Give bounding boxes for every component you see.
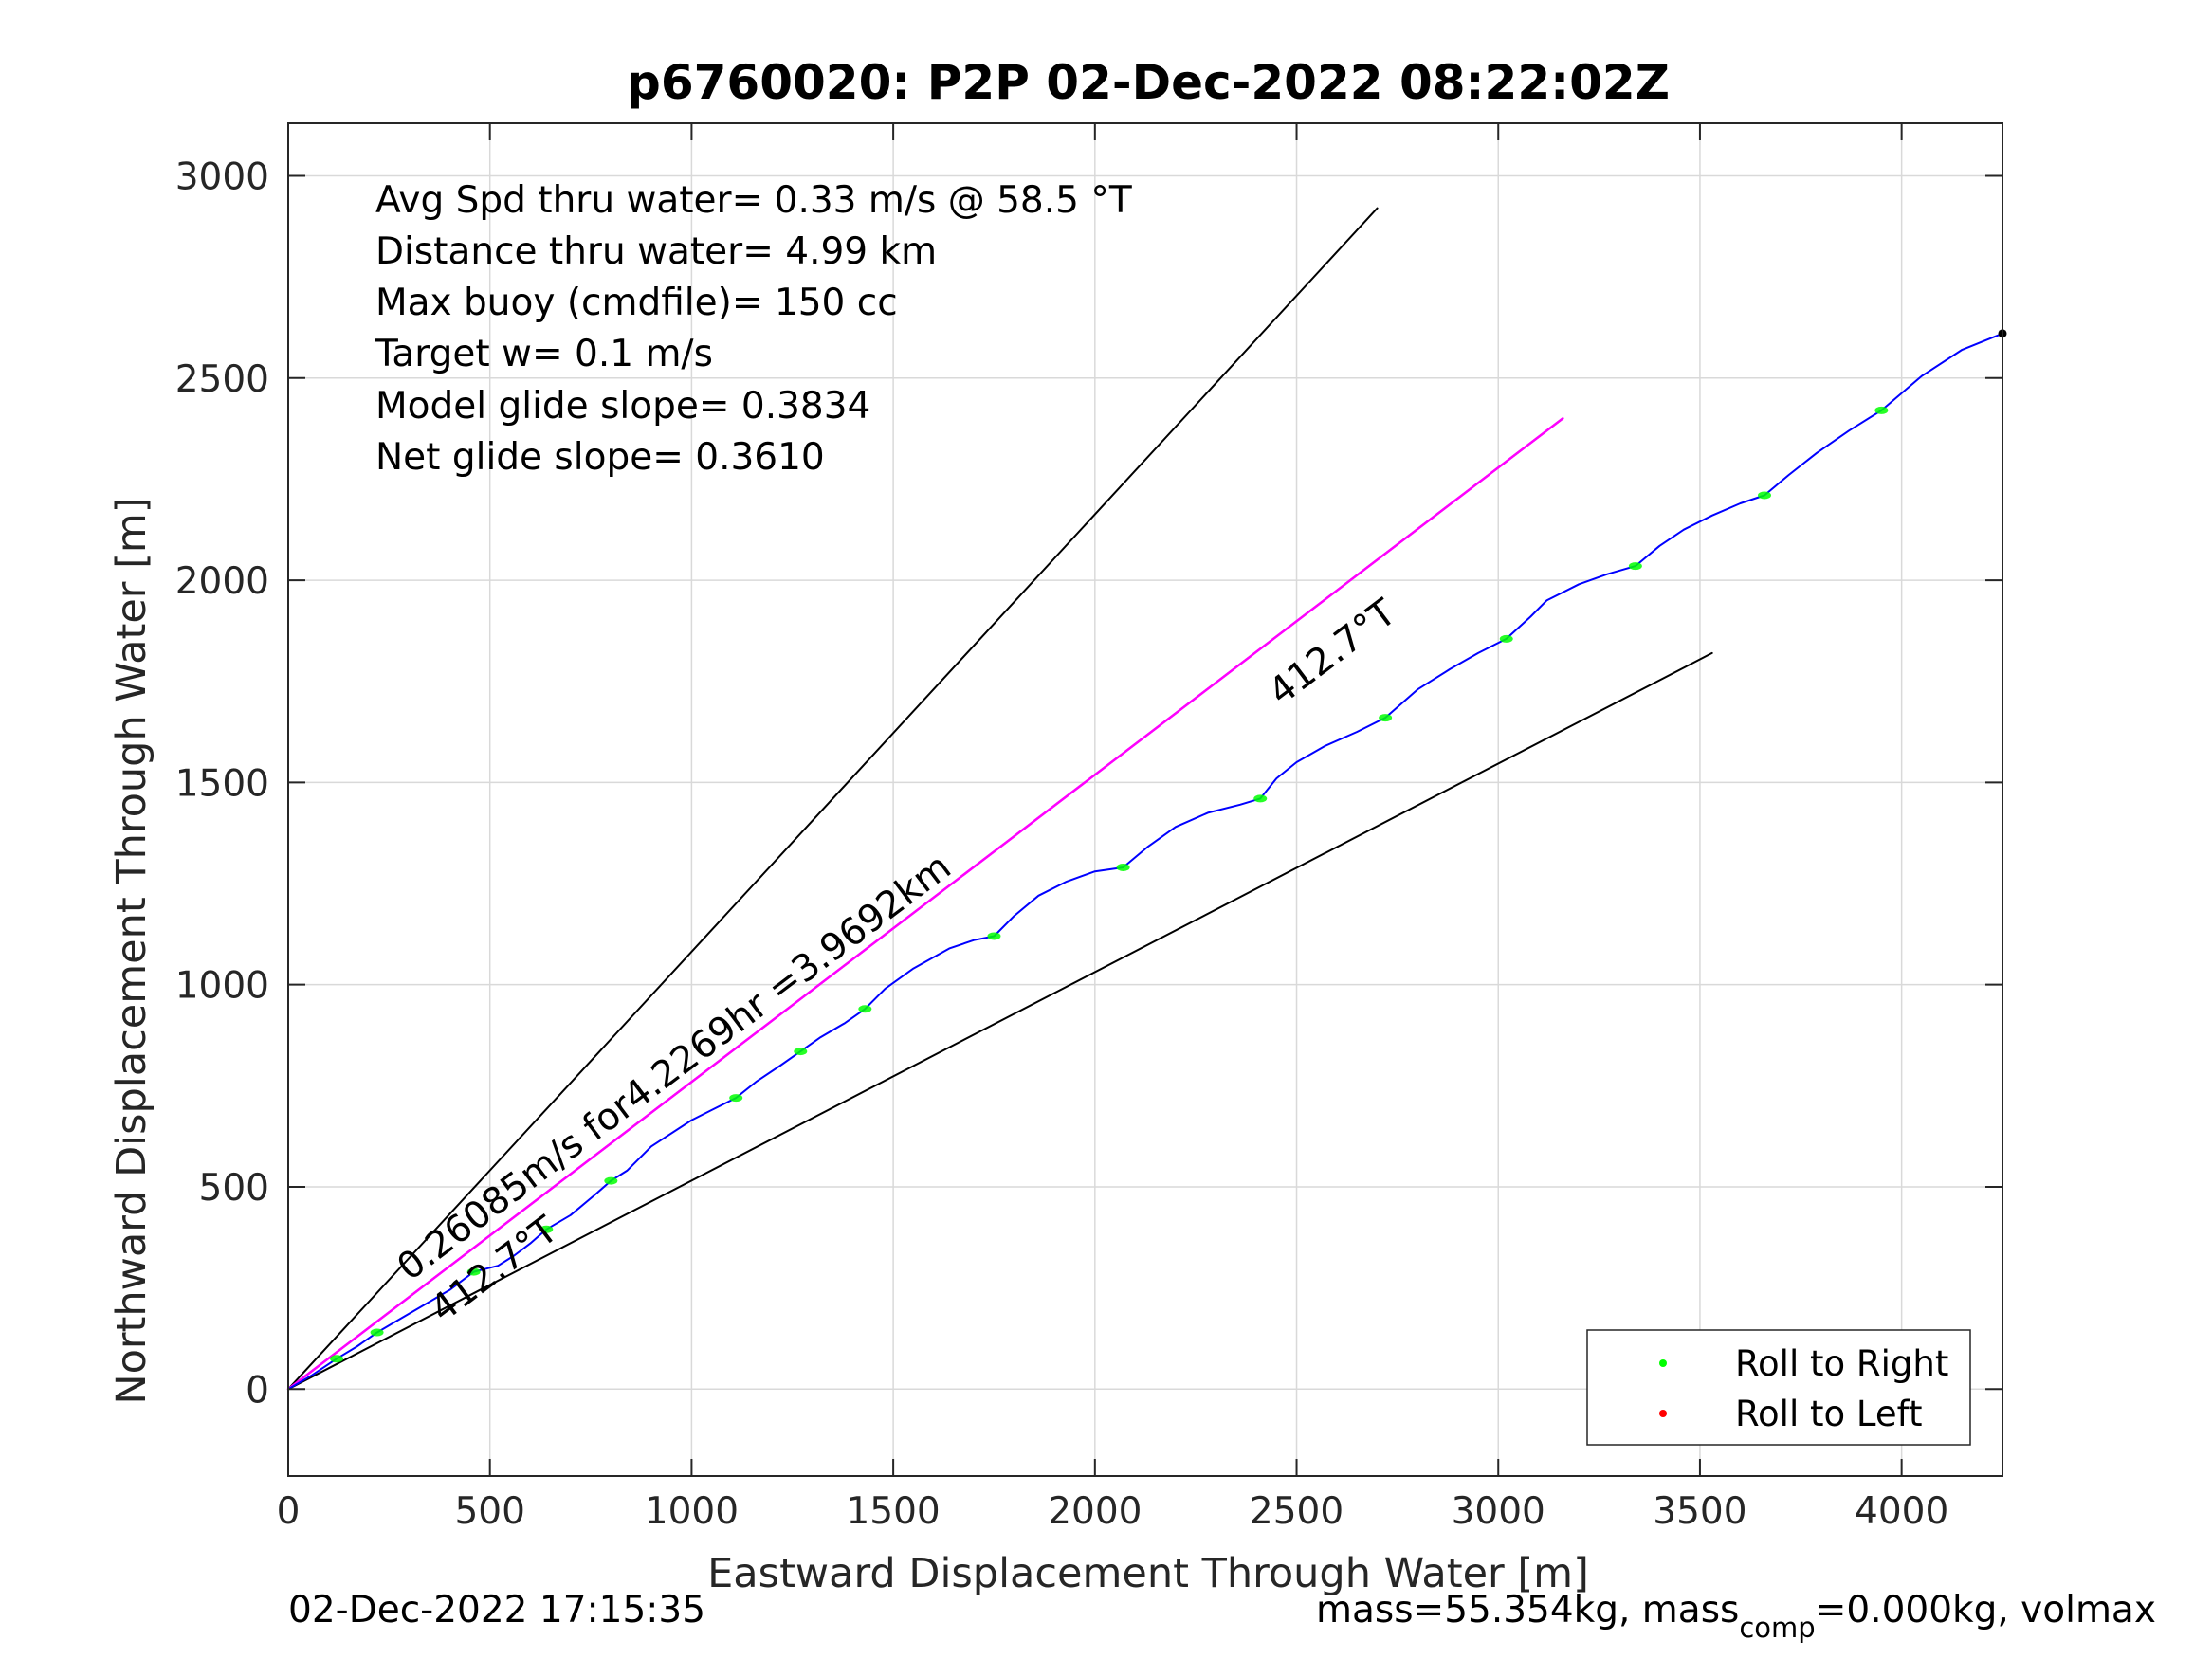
roll-right-point [729,1094,743,1103]
roll-right-point [858,1005,872,1013]
roll-right-point [1379,714,1393,722]
legend-box [1586,1329,1971,1446]
legend-marker-roll-left [1659,1410,1667,1417]
series-drift-line [286,417,1564,1391]
info-avg-speed: Avg Spd thru water= 0.33 m/s @ 58.5 °T [375,179,1132,222]
series-track-line [287,332,2003,1391]
footer-mass-part2: =0.000kg, volmax [1816,1589,2156,1632]
y-tick-label: 2500 [175,358,269,401]
x-tick-label: 0 [277,1490,301,1533]
x-tick-label: 1500 [846,1490,940,1533]
series-cone-upper-line [287,207,1379,1391]
series-layer [286,207,2003,1391]
y-axis-label: Northward Displacement Through Water [m] [108,497,155,1404]
legend-label-roll-right: Roll to Right [1735,1343,1948,1384]
chart-title: p6760020: P2P 02-Dec-2022 08:22:02Z [627,55,1670,110]
x-tick-label: 3500 [1653,1490,1746,1533]
roll-right-point [1758,491,1772,500]
info-model-glide-slope: Model glide slope= 0.3834 [375,385,870,428]
roll-right-point [539,1225,554,1233]
roll-right-point [1253,794,1268,803]
x-tick-label: 1000 [645,1490,739,1533]
info-net-glide-slope: Net glide slope= 0.3610 [375,436,825,479]
info-target-w: Target w= 0.1 m/s [375,333,713,375]
roll-right-point [1874,406,1889,414]
footer-mass-part1: mass=55.354kg, mass [1316,1589,1739,1632]
y-tick-label: 3000 [175,155,269,198]
roll-right-point [330,1355,344,1363]
legend-label-roll-left: Roll to Left [1735,1394,1923,1434]
roll-right-point [794,1048,808,1056]
y-tick-label: 0 [246,1369,269,1412]
legend: Roll to Right Roll to Left [1586,1329,1971,1446]
series-cone-lower-line [287,651,1713,1391]
info-box: Avg Spd thru water= 0.33 m/s @ 58.5 °T D… [375,179,1132,479]
footer-timestamp: 02-Dec-2022 17:15:35 [288,1589,705,1632]
roll-right-point [1628,562,1642,571]
x-tick-label: 3000 [1452,1490,1545,1533]
info-distance: Distance thru water= 4.99 km [375,230,937,273]
info-max-buoy: Max buoy (cmdfile)= 150 cc [375,282,898,324]
axis-ticks: 0 500 1000 1500 2000 2500 3000 3500 4000 0 500 1000… [175,123,2002,1533]
plot-frame [287,122,2003,1477]
roll-right-point [604,1176,618,1185]
roll-right-point [466,1267,481,1276]
roll-right-point [1116,863,1130,871]
roll-right-point [370,1328,384,1337]
footer-mass-info: mass=55.354kg, masscomp=0.000kg, volmax [1316,1589,2156,1644]
y-tick-label: 2000 [175,560,269,603]
roll-right-point [987,932,1001,940]
x-tick-label: 500 [454,1490,524,1533]
x-tick-label: 2000 [1048,1490,1142,1533]
x-tick-label: 4000 [1855,1490,1948,1533]
y-tick-label: 500 [199,1167,269,1210]
x-tick-label: 2500 [1250,1490,1344,1533]
legend-marker-roll-right [1659,1359,1667,1367]
footer-mass-subscript: comp [1739,1612,1815,1644]
y-tick-label: 1500 [175,762,269,805]
roll-right-point [1499,634,1513,643]
y-tick-label: 1000 [175,965,269,1008]
x-axis-label: Eastward Displacement Through Water [m] [707,1550,1589,1597]
roll-markers [330,329,2007,1363]
